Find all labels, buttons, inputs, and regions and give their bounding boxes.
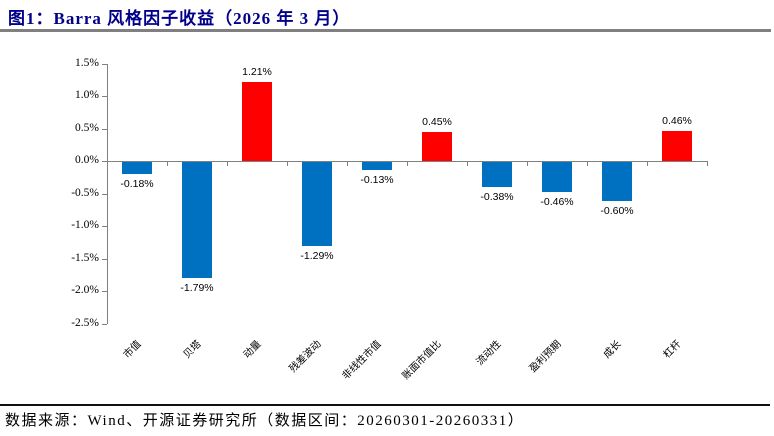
y-axis-label: 1.5% [75, 56, 99, 69]
category-label: 非线性市值 [340, 338, 384, 382]
bar [302, 162, 332, 246]
category-label: 贝塔 [181, 338, 204, 361]
y-axis-label: 0.0% [75, 154, 99, 166]
figure-title: 图1：Barra 风格因子收益（2026 年 3 月） [8, 9, 351, 28]
y-axis-tick [102, 323, 107, 325]
x-axis-tick [647, 161, 648, 166]
y-axis-tick [102, 291, 107, 292]
bar-value-label: -0.18% [120, 177, 154, 190]
category-label: 流动性 [474, 338, 504, 368]
x-axis-tick [107, 161, 108, 166]
bar [422, 131, 452, 161]
category-label: 杠杆 [661, 338, 684, 361]
bar-value-label: 0.45% [422, 115, 452, 128]
y-axis-label: 1.0% [75, 89, 99, 101]
bar-value-label: -1.29% [300, 249, 334, 262]
title-divider [0, 29, 771, 32]
x-axis-tick [407, 161, 408, 166]
category-label: 动量 [241, 338, 264, 361]
y-axis-tick [102, 193, 107, 195]
bar [482, 162, 512, 187]
x-axis-tick [287, 161, 288, 166]
footer-divider [0, 404, 770, 406]
bar [182, 162, 212, 279]
y-axis-tick [102, 226, 107, 227]
y-axis-tick [102, 258, 107, 260]
category-label: 残差波动 [287, 338, 324, 375]
y-axis-label: -1.0% [71, 219, 99, 231]
category-label: 成长 [601, 338, 624, 361]
data-source-note: 数据来源：Wind、开源证券研究所（数据区间：20260301-20260331… [5, 413, 525, 429]
y-axis-tick [102, 63, 107, 65]
x-axis-tick [467, 161, 468, 166]
bar [542, 162, 572, 192]
x-axis-tick [227, 161, 228, 166]
bar [242, 82, 272, 161]
x-axis-tick [347, 161, 348, 166]
x-axis-tick [587, 161, 588, 166]
bar-value-label: 1.21% [242, 66, 272, 79]
y-axis-tick [102, 128, 107, 130]
y-axis-tick [102, 96, 107, 97]
bar-value-label: -0.13% [360, 174, 394, 187]
bar-value-label: -1.79% [180, 282, 214, 295]
y-axis-label: -2.5% [71, 316, 99, 329]
x-axis-tick [167, 161, 168, 166]
bar [122, 162, 152, 174]
bar-value-label: 0.46% [662, 115, 692, 128]
category-label: 盈利预期 [527, 338, 564, 375]
y-axis-tick [102, 161, 107, 162]
bar [362, 162, 392, 171]
bar [662, 131, 692, 161]
category-label: 账面市值比 [400, 338, 444, 382]
x-axis-tick [527, 161, 528, 166]
bar-value-label: -0.60% [600, 205, 634, 217]
bar-value-label: -0.38% [480, 190, 514, 203]
category-label: 市值 [121, 338, 144, 361]
y-axis-label: -0.5% [71, 186, 99, 199]
y-axis-label: 0.5% [75, 121, 99, 134]
y-axis-label: -2.0% [71, 284, 99, 296]
bar-value-label: -0.46% [540, 195, 574, 208]
y-axis-label: -1.5% [71, 251, 99, 264]
x-axis-tick [707, 161, 708, 166]
y-axis-line [107, 63, 108, 324]
bar [602, 162, 632, 201]
